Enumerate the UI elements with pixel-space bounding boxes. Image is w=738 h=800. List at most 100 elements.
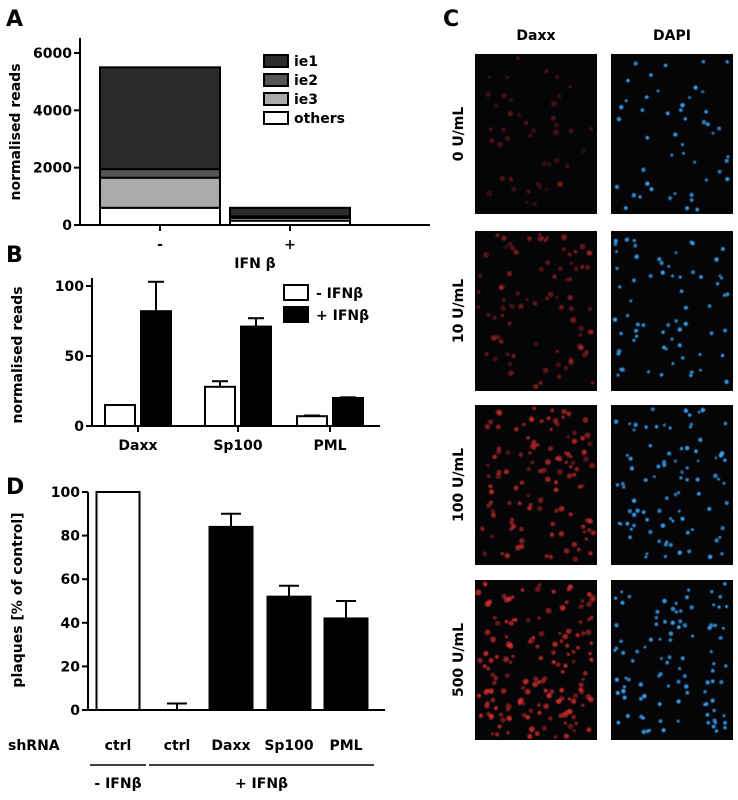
panel-letter-d: D <box>6 475 24 500</box>
micrograph-nucleus <box>717 477 721 481</box>
micrograph-nucleus <box>558 531 565 537</box>
micrograph-nucleus <box>614 677 620 682</box>
micrograph-nucleus <box>589 329 595 335</box>
micrograph-nucleus <box>570 317 577 323</box>
micrograph-column-header: Daxx <box>516 28 555 44</box>
micrograph-nucleus <box>668 638 673 642</box>
micrograph-nucleus <box>723 458 727 463</box>
micrograph-nucleus <box>657 508 662 514</box>
micrograph-nucleus <box>711 724 716 729</box>
micrograph-image <box>475 580 597 740</box>
micrograph-nucleus <box>656 89 660 93</box>
micrograph-nucleus <box>501 92 508 99</box>
chart-b-y-tick-label: 100 <box>55 279 84 295</box>
micrograph-nucleus <box>627 509 633 514</box>
micrograph-nucleus <box>704 178 708 182</box>
micrograph-nucleus <box>718 635 723 640</box>
micrograph-nucleus <box>568 84 573 89</box>
chart-a-bar-segment <box>99 66 221 171</box>
micrograph-nucleus <box>615 483 620 487</box>
micrograph-nucleus <box>520 685 526 691</box>
chart-d-x-tick-label: PML <box>329 738 362 754</box>
micrograph-nucleus <box>655 609 660 615</box>
micrograph-nucleus <box>667 451 672 456</box>
micrograph-nucleus <box>563 721 568 725</box>
micrograph-nucleus <box>515 56 521 61</box>
micrograph-nucleus <box>699 275 703 279</box>
micrograph-nucleus <box>556 698 562 704</box>
micrograph-nucleus <box>710 679 715 684</box>
micrograph-nucleus <box>718 594 723 599</box>
micrograph-nucleus <box>641 716 645 720</box>
micrograph-nucleus <box>685 206 690 211</box>
micrograph-nucleus <box>632 338 636 342</box>
micrograph-nucleus <box>509 98 514 103</box>
micrograph-nucleus <box>484 424 490 430</box>
micrograph-nucleus <box>586 591 592 597</box>
micrograph-nucleus <box>644 425 648 429</box>
micrograph-nucleus <box>571 541 577 548</box>
micrograph-nucleus <box>486 666 491 671</box>
micrograph-nucleus <box>680 656 685 661</box>
micrograph-nucleus <box>526 618 531 623</box>
chart-a-legend-swatch <box>263 54 289 68</box>
micrograph-nucleus <box>722 293 727 297</box>
micrograph-nucleus <box>541 725 547 731</box>
chart-a-y-tick-label: 2000 <box>33 161 72 177</box>
micrograph-nucleus <box>715 281 720 286</box>
micrograph-nucleus <box>566 473 573 479</box>
micrograph-nucleus <box>484 351 489 357</box>
micrograph-nucleus <box>631 193 637 198</box>
micrograph-nucleus <box>492 615 497 620</box>
chart-d-bar <box>323 617 369 711</box>
micrograph-image <box>611 405 733 565</box>
micrograph-nucleus <box>668 426 672 430</box>
micrograph-nucleus <box>572 729 576 733</box>
micrograph-nucleus <box>475 589 482 596</box>
micrograph-nucleus <box>525 715 531 720</box>
micrograph-nucleus <box>627 594 632 599</box>
micrograph-nucleus <box>537 616 541 620</box>
micrograph-nucleus <box>645 181 650 186</box>
micrograph-nucleus <box>582 417 589 423</box>
micrograph-nucleus <box>517 501 522 506</box>
micrograph-nucleus <box>631 278 637 283</box>
chart-a-bar-segment <box>229 206 351 218</box>
micrograph-nucleus <box>614 623 619 628</box>
micrograph-nucleus <box>674 601 678 605</box>
micrograph-nucleus <box>670 337 674 341</box>
micrograph-nucleus <box>558 458 563 462</box>
micrograph-nucleus <box>704 702 709 706</box>
micrograph-nucleus <box>585 629 592 636</box>
micrograph-nucleus <box>619 639 623 644</box>
micrograph-nucleus <box>668 196 673 201</box>
micrograph-nucleus <box>518 452 523 457</box>
micrograph-nucleus <box>568 128 574 134</box>
micrograph-nucleus <box>553 735 558 739</box>
chart-a-y-tick-label: 0 <box>62 218 72 234</box>
micrograph-nucleus <box>718 274 722 278</box>
micrograph-nucleus <box>620 590 624 594</box>
micrograph-nucleus <box>693 85 698 90</box>
micrograph-nucleus <box>645 517 649 522</box>
micrograph-nucleus <box>504 553 510 559</box>
micrograph-nucleus <box>712 603 716 607</box>
micrograph-nucleus <box>580 148 586 154</box>
micrograph-nucleus <box>555 362 561 368</box>
micrograph-nucleus <box>679 476 683 480</box>
micrograph-nucleus <box>552 274 557 280</box>
micrograph-nucleus <box>709 331 714 336</box>
micrograph-nucleus <box>527 639 532 645</box>
micrograph-nucleus <box>545 260 550 265</box>
micrograph-nucleus <box>723 725 727 730</box>
micrograph-nucleus <box>632 238 636 243</box>
micrograph-nucleus <box>483 252 490 258</box>
micrograph-nucleus <box>650 407 655 412</box>
micrograph-nucleus <box>527 133 533 138</box>
micrograph-nucleus <box>561 247 566 252</box>
micrograph-nucleus <box>488 127 494 132</box>
micrograph-nucleus <box>705 712 710 717</box>
micrograph-background <box>475 231 597 391</box>
chart-b-legend-swatch <box>283 306 309 323</box>
